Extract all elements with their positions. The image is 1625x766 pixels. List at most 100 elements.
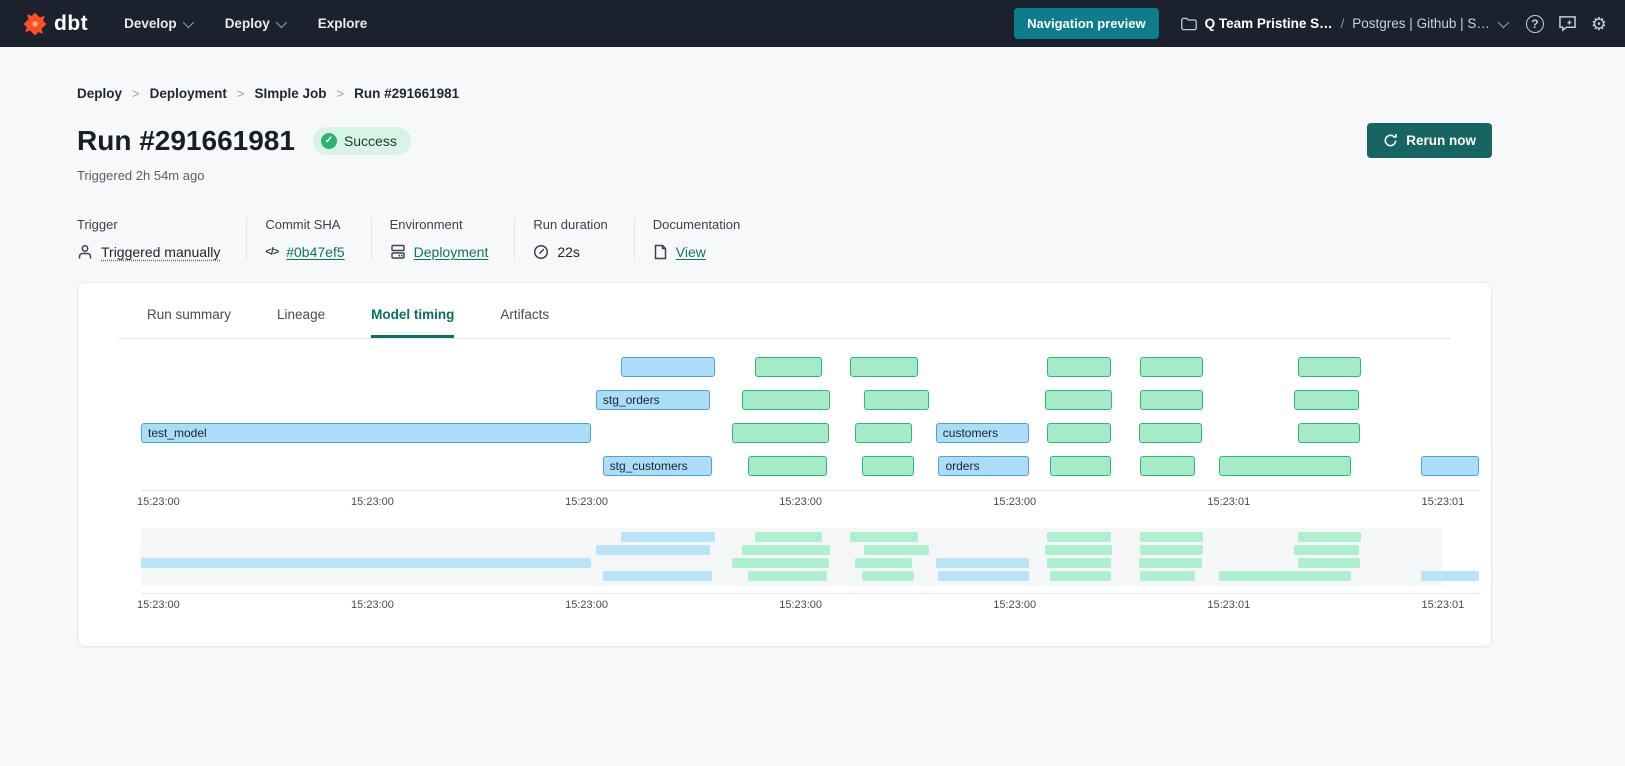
gantt-bar-stg_orders[interactable]: stg_orders bbox=[595, 390, 710, 410]
gantt-bar-stg_customers[interactable]: stg_customers bbox=[602, 456, 713, 476]
tab-bar: Run summary Lineage Model timing Artifac… bbox=[118, 307, 1451, 338]
commit-sha-link[interactable]: #0b47ef5 bbox=[286, 244, 345, 260]
mini-bar bbox=[1139, 558, 1203, 568]
axis-tick-label: 15:23:00 bbox=[351, 599, 394, 611]
chevron-down-icon bbox=[275, 16, 287, 28]
breadcrumb-deployment[interactable]: Deployment bbox=[149, 86, 227, 101]
account-switcher[interactable]: Q Team Pristine S… bbox=[1204, 16, 1333, 31]
documentation-view-link[interactable]: View bbox=[675, 244, 706, 260]
environment-link[interactable]: Deployment bbox=[413, 244, 489, 260]
project-switcher[interactable]: Postgres | Github | S… bbox=[1352, 16, 1490, 31]
gantt-bar[interactable] bbox=[1421, 456, 1479, 476]
success-check-icon: ✓ bbox=[320, 132, 337, 149]
axis-tick-label: 15:23:01 bbox=[1421, 496, 1465, 508]
axis-tick-label: 15:23:01 bbox=[1207, 496, 1251, 508]
gantt-bar[interactable] bbox=[732, 423, 829, 443]
mini-bar bbox=[1140, 532, 1204, 542]
gantt-axis-ticks: 15:23:00 15:23:00 15:23:00 15:23:00 15:23:00… bbox=[137, 496, 1479, 512]
gantt-bar[interactable] bbox=[621, 357, 715, 377]
gantt-bar[interactable] bbox=[1140, 390, 1204, 410]
meta-duration-label: Run duration bbox=[533, 217, 608, 232]
gantt-bar[interactable] bbox=[862, 456, 915, 476]
rerun-now-button[interactable]: Rerun now bbox=[1367, 123, 1492, 158]
mini-bar bbox=[748, 571, 828, 581]
gantt-axis-line bbox=[141, 490, 1479, 491]
code-icon: </> bbox=[265, 246, 279, 258]
gantt-bar[interactable] bbox=[1046, 423, 1112, 443]
gantt-overview-brush[interactable] bbox=[141, 528, 1479, 586]
breadcrumb-run: Run #291661981 bbox=[354, 86, 460, 101]
mini-bar bbox=[1421, 571, 1479, 581]
status-badge-label: Success bbox=[343, 132, 397, 149]
tab-model-timing[interactable]: Model timing bbox=[371, 307, 455, 338]
breadcrumb-simple-job[interactable]: SImple Job bbox=[254, 86, 327, 101]
tab-lineage[interactable]: Lineage bbox=[277, 307, 326, 322]
chevron-down-icon bbox=[182, 16, 194, 28]
dbt-logo-icon bbox=[23, 12, 47, 35]
page-title: Run #291661981 bbox=[77, 124, 295, 156]
status-badge: ✓ Success bbox=[312, 126, 411, 155]
help-icon[interactable]: ? bbox=[1525, 14, 1544, 33]
tab-artifacts[interactable]: Artifacts bbox=[500, 307, 550, 322]
gantt-bar[interactable] bbox=[863, 390, 930, 410]
nav-menu-explore[interactable]: Explore bbox=[318, 16, 368, 31]
gantt-bar[interactable] bbox=[850, 357, 919, 377]
gantt-bar-customers[interactable]: customers bbox=[935, 423, 1030, 443]
mini-bar bbox=[1219, 571, 1351, 581]
breadcrumb-deploy[interactable]: Deploy bbox=[77, 86, 123, 101]
meta-run-duration: Run duration 22s bbox=[514, 217, 633, 260]
mini-bar bbox=[1046, 532, 1112, 542]
settings-gear-icon[interactable]: ⚙ bbox=[1590, 13, 1607, 34]
meta-environment: Environment Deployment bbox=[370, 217, 515, 260]
document-icon bbox=[653, 244, 668, 260]
axis-tick-label: 15:23:00 bbox=[565, 496, 608, 508]
gantt-bar[interactable] bbox=[1046, 357, 1112, 377]
account-project-separator: / bbox=[1340, 16, 1345, 31]
gantt-bar[interactable] bbox=[1298, 357, 1362, 377]
mini-bar bbox=[855, 558, 912, 568]
feedback-icon[interactable] bbox=[1558, 15, 1577, 32]
tab-run-summary[interactable]: Run summary bbox=[147, 307, 232, 322]
gantt-bar[interactable] bbox=[1294, 390, 1359, 410]
mini-bar bbox=[741, 545, 831, 555]
mini-bar bbox=[595, 545, 710, 555]
meta-documentation: Documentation View bbox=[633, 217, 766, 260]
gantt-bar[interactable] bbox=[1219, 456, 1351, 476]
axis-tick-label: 15:23:00 bbox=[136, 496, 180, 508]
database-icon bbox=[390, 244, 406, 260]
chevron-down-icon[interactable] bbox=[1497, 16, 1509, 28]
meta-trigger-value[interactable]: Triggered manually bbox=[101, 244, 221, 260]
gantt-bar[interactable] bbox=[755, 357, 823, 377]
axis-tick-label: 15:23:00 bbox=[351, 496, 394, 508]
nav-menu-deploy-label: Deploy bbox=[224, 16, 270, 31]
person-icon bbox=[77, 244, 93, 260]
gantt-bar[interactable] bbox=[855, 423, 912, 443]
gantt-bar[interactable] bbox=[1140, 456, 1196, 476]
nav-menu-deploy[interactable]: Deploy bbox=[224, 16, 287, 31]
dbt-logo[interactable]: dbt bbox=[22, 11, 88, 37]
mini-bar bbox=[938, 571, 1030, 581]
axis-tick-label: 15:23:00 bbox=[993, 496, 1037, 508]
rerun-now-label: Rerun now bbox=[1406, 133, 1476, 148]
gantt-bar[interactable] bbox=[1045, 390, 1113, 410]
mini-bar bbox=[1298, 558, 1360, 568]
mini-axis-line bbox=[141, 593, 1479, 594]
axis-tick-label: 15:23:00 bbox=[993, 599, 1037, 611]
axis-tick-label: 15:23:01 bbox=[1421, 599, 1465, 611]
mini-bar bbox=[732, 558, 829, 568]
breadcrumb-separator: > bbox=[132, 86, 140, 101]
gantt-bar[interactable] bbox=[748, 456, 828, 476]
nav-menu-develop[interactable]: Develop bbox=[124, 16, 194, 31]
gantt-bar-test_model[interactable]: test_model bbox=[141, 423, 591, 443]
meta-commit-sha: Commit SHA </> #0b47ef5 bbox=[246, 217, 370, 260]
navigation-preview-button[interactable]: Navigation preview bbox=[1014, 8, 1159, 39]
mini-bar bbox=[1140, 545, 1204, 555]
gantt-bar[interactable] bbox=[1140, 357, 1204, 377]
gantt-bar[interactable] bbox=[741, 390, 831, 410]
mini-bar bbox=[755, 532, 823, 542]
meta-trigger: Trigger Triggered manually bbox=[77, 217, 246, 260]
gantt-bar[interactable] bbox=[1049, 456, 1112, 476]
gantt-bar[interactable] bbox=[1139, 423, 1203, 443]
gantt-bar-orders[interactable]: orders bbox=[938, 456, 1030, 476]
gantt-bar[interactable] bbox=[1298, 423, 1360, 443]
